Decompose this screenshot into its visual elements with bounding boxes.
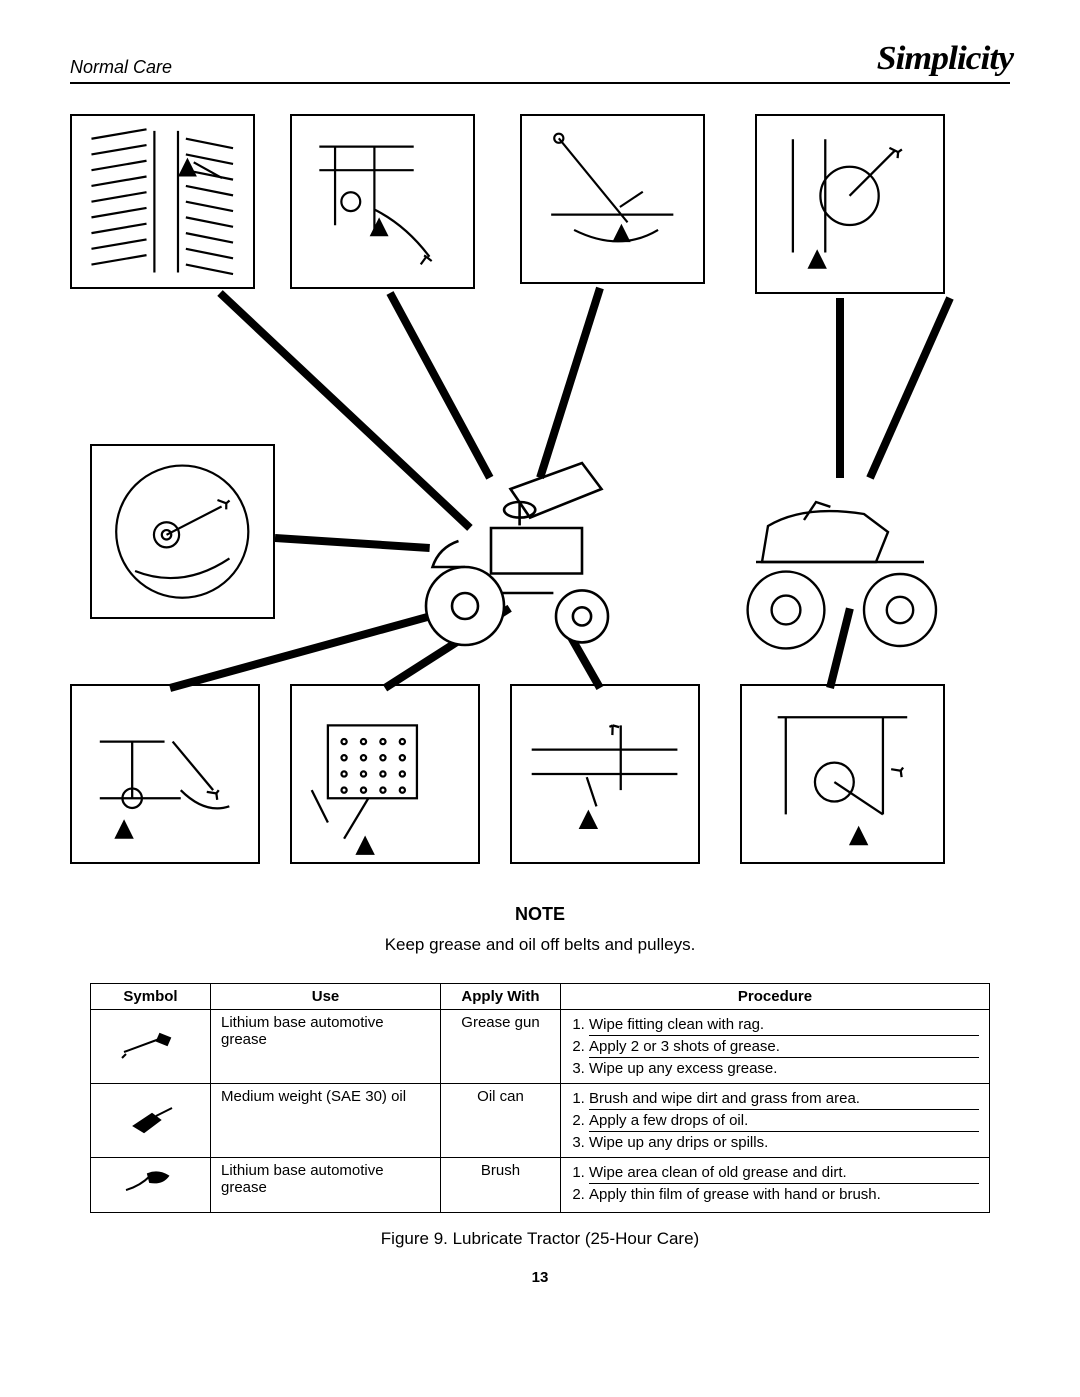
panel-tire-tread [70,114,255,289]
note-heading: NOTE [70,904,1010,925]
procedure-step: Apply 2 or 3 shots of grease. [589,1036,979,1058]
section-title: Normal Care [70,57,172,78]
table-row: Lithium base automotive greaseBrushWipe … [91,1158,990,1213]
procedure-cell: Brush and wipe dirt and grass from area.… [561,1084,990,1158]
procedure-step: Apply a few drops of oil. [589,1110,979,1132]
procedure-step: Wipe area clean of old grease and dirt. [589,1162,979,1184]
page-number: 13 [70,1269,1010,1286]
leader-line [836,298,844,478]
panel-pto-clutch [740,684,945,864]
lubrication-table: SymbolUseApply WithProcedureLithium base… [90,983,990,1213]
table-header: Procedure [561,984,990,1010]
use-cell: Medium weight (SAE 30) oil [211,1084,441,1158]
table-header: Apply With [441,984,561,1010]
panel-axle [510,684,700,864]
apply-with-cell: Oil can [441,1084,561,1158]
panel-hitch-linkage [70,684,260,864]
procedure-step: Wipe fitting clean with rag. [589,1014,979,1036]
brush-icon [91,1158,211,1213]
tractor-side-view [400,439,660,669]
use-cell: Lithium base automotive grease [211,1158,441,1213]
procedure-step: Wipe up any excess grease. [589,1058,979,1079]
oil-can-icon [91,1084,211,1158]
tractor-rear-view [720,474,960,674]
panel-lever [520,114,705,284]
procedure-cell: Wipe fitting clean with rag.Apply 2 or 3… [561,1010,990,1084]
panel-pedal [290,684,480,864]
procedure-step: Brush and wipe dirt and grass from area. [589,1088,979,1110]
apply-with-cell: Brush [441,1158,561,1213]
apply-with-cell: Grease gun [441,1010,561,1084]
figure-caption: Figure 9. Lubricate Tractor (25-Hour Car… [70,1229,1010,1249]
procedure-step: Apply thin film of grease with hand or b… [589,1184,979,1205]
use-cell: Lithium base automotive grease [211,1010,441,1084]
manual-page: Normal Care Simplicity NOTE Keep grease … [0,0,1080,1326]
panel-wheel-hub [90,444,275,619]
procedure-step: Wipe up any drips or spills. [589,1132,979,1153]
table-header: Use [211,984,441,1010]
lubrication-diagram [70,114,1010,854]
brand-logo: Simplicity [877,40,1013,78]
panel-steering-gear [755,114,945,294]
panel-hood-latch [290,114,475,289]
table-row: Medium weight (SAE 30) oilOil canBrush a… [91,1084,990,1158]
leader-line [866,296,953,479]
note-body: Keep grease and oil off belts and pulley… [70,935,1010,955]
table-row: Lithium base automotive greaseGrease gun… [91,1010,990,1084]
procedure-cell: Wipe area clean of old grease and dirt.A… [561,1158,990,1213]
table-header: Symbol [91,984,211,1010]
page-header: Normal Care Simplicity [70,40,1010,84]
grease-gun-icon [91,1010,211,1084]
